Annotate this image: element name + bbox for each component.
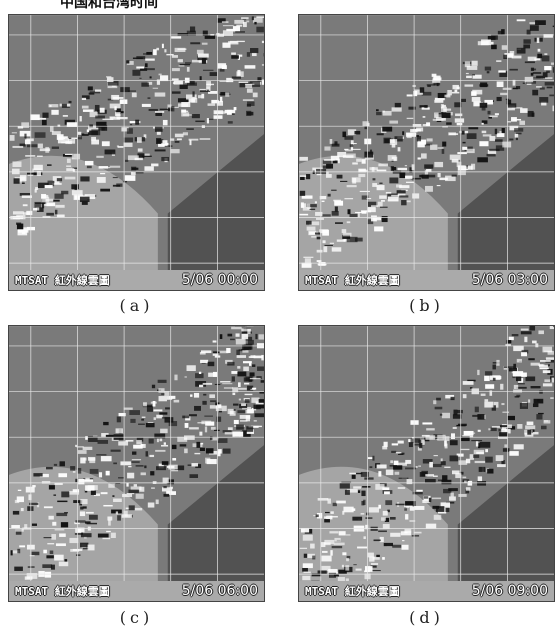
- image-title: MTSAT 紅外線雲圖: [15, 585, 110, 598]
- image-title: MTSAT 紅外線雲圖: [15, 274, 110, 287]
- cloud-image: [9, 15, 264, 290]
- panel-label-b: (b): [409, 296, 444, 315]
- image-caption-bar: MTSAT 紅外線雲圖 5/06 06:00: [9, 581, 264, 601]
- image-timestamp: 5/06 09:00: [471, 583, 548, 599]
- image-caption-bar: MTSAT 紅外線雲圖 5/06 03:00: [299, 270, 554, 290]
- image-timestamp: 5/06 00:00: [181, 272, 258, 288]
- panel-label-a: (a): [119, 296, 154, 315]
- satellite-image-d: MTSAT 紅外線雲圖 5/06 09:00: [298, 325, 555, 602]
- image-timestamp: 5/06 03:00: [471, 272, 548, 288]
- image-caption-bar: MTSAT 紅外線雲圖 5/06 09:00: [299, 581, 554, 601]
- image-caption-bar: MTSAT 紅外線雲圖 5/06 00:00: [9, 270, 264, 290]
- cloud-image: [299, 15, 554, 290]
- image-timestamp: 5/06 06:00: [181, 583, 258, 599]
- panel-label-d: (d): [409, 608, 444, 627]
- cloud-image: [9, 326, 264, 601]
- image-title: MTSAT 紅外線雲圖: [305, 585, 400, 598]
- satellite-image-c: MTSAT 紅外線雲圖 5/06 06:00: [8, 325, 265, 602]
- figure-header: 中国和台湾时间: [60, 0, 158, 11]
- image-title: MTSAT 紅外線雲圖: [305, 274, 400, 287]
- cloud-image: [299, 326, 554, 601]
- satellite-image-b: MTSAT 紅外線雲圖 5/06 03:00: [298, 14, 555, 291]
- satellite-image-a: MTSAT 紅外線雲圖 5/06 00:00: [8, 14, 265, 291]
- panel-label-c: (c): [119, 608, 154, 627]
